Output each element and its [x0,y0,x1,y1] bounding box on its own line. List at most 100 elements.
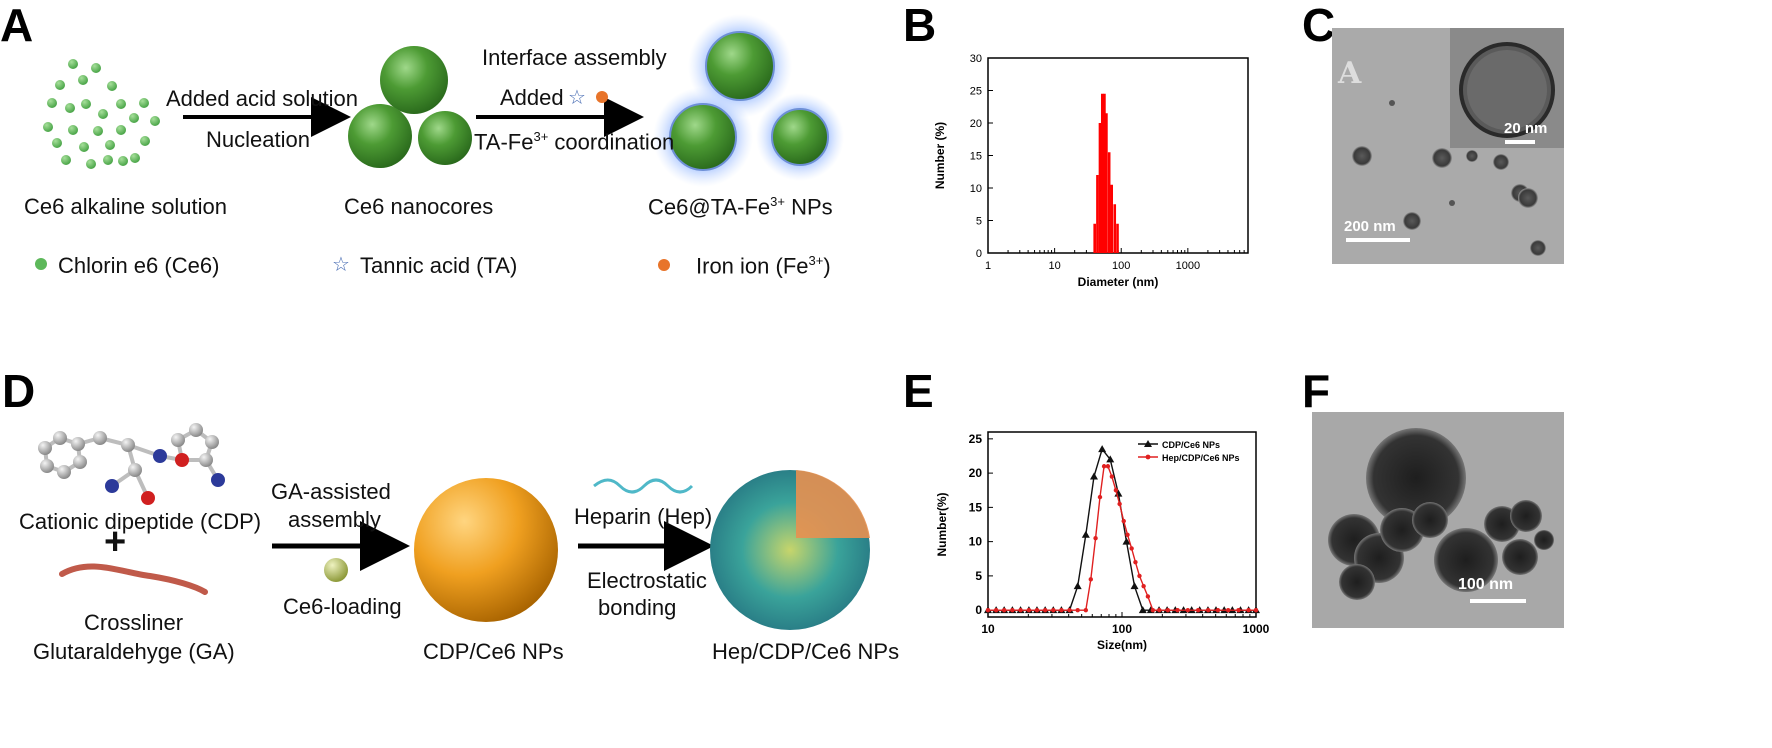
chart-e-point [1133,559,1138,565]
chart-e-point [1018,607,1023,613]
panel-label-f: F [1302,365,1331,417]
legend-ta-label: Tannic acid (TA) [360,253,518,278]
tem-f-scale: 100 nm [1458,576,1514,593]
ce6-loading-label: Ce6-loading [283,594,402,619]
hep-cdp-ce6-np-label: Hep/CDP/Ce6 NPs [712,639,900,664]
cdp-ce6-np [414,478,558,622]
chart-e-point [1098,445,1107,453]
chart-e-point [1141,583,1146,589]
panel-label-e: E [903,365,934,417]
legend-ta-star-icon: ☆ [332,254,350,276]
chart-b-bar [1113,204,1117,253]
heparin-wave [593,478,694,494]
chart-e-ytick-label: 25 [969,432,983,446]
chart-e-ylabel: Number(%) [935,492,949,556]
scheme-a-graphics: ☆ ☆ [35,14,844,276]
chart-e-point [1034,607,1040,613]
chart-e-series-line [988,447,1256,611]
chart-e-point [1121,518,1126,524]
cdp-ce6-np-label: CDP/Ce6 NPs [423,639,564,664]
chart-e-point [1081,530,1090,538]
chart-e-point [1129,546,1134,551]
chart-b-ytick-label: 0 [976,248,982,260]
chart-e-point [1106,455,1115,463]
chart-b-ytick-label: 15 [970,151,982,163]
chart-b-ytick-label: 10 [970,183,982,195]
chart-e-point [1130,582,1139,590]
chart-e-point [1195,607,1201,613]
panel-label-a: A [0,0,34,51]
label-ce6-alkaline: Ce6 alkaline solution [24,194,228,219]
scheme-d-graphics [38,423,870,630]
ga-assisted-label: GA-assisted [271,479,391,504]
step1-top-label: Added acid solution [166,86,359,111]
chart-e-point [1093,536,1098,541]
chart-b-bar [1105,113,1108,253]
chart-b-ytick-label: 5 [976,216,982,228]
tem-image-f: 100 nm [1312,412,1564,628]
chart-e-point [1225,607,1231,613]
crosslinker-label-1: Crossliner [84,610,184,635]
chart-b-bar [1107,152,1111,253]
chart-e-ytick-label: 0 [975,603,982,617]
chart-e-point [1122,537,1131,545]
chart-e-legend-marker [1144,440,1152,447]
chart-b-ytick-label: 25 [970,86,982,98]
chart-e-size-distribution: 0 5 10 15 20 25 10 100 1000 CDP/Ce6 NPs Hep/CDP/Ce… [935,431,1270,652]
chart-e-xtick-label: 10 [981,622,995,636]
chart-e-point [985,607,991,613]
tem-c-scale-inset: 20 nm [1504,120,1548,137]
bonding-label: bonding [598,595,677,620]
step1-bottom-label: Nucleation [206,127,310,152]
chart-e-point [1117,501,1122,507]
chart-e-point [1075,607,1080,613]
chart-b-xlabel: Diameter (nm) [1078,275,1159,289]
legend-fe-dot-icon [658,259,670,271]
electrostatic-label: Electrostatic [587,568,707,593]
chart-e-point [1088,577,1093,582]
chart-e-legend-label: CDP/Ce6 NPs [1162,440,1220,450]
chart-e-point [1089,472,1098,480]
chart-e-legend-label: Hep/CDP/Ce6 NPs [1162,453,1240,463]
chart-e-point [1101,464,1107,469]
chart-e-legend-marker [1145,454,1151,460]
cdp-atoms [38,423,225,505]
heparin-label: Heparin (Hep) [574,504,713,529]
chart-e-point [1114,489,1123,497]
chart-e-xtick-label: 100 [1112,622,1132,636]
chart-e-point [1165,607,1171,613]
chart-b-ytick-label: 30 [970,53,982,65]
chart-b-xtick-label: 10 [1048,260,1060,272]
panel-label-d: D [2,365,36,417]
tem-c-inset-letter: A [1338,56,1362,91]
label-ce6-nanocores: Ce6 nanocores [344,194,494,219]
chart-e-point [1206,607,1211,613]
chart-e-point [1145,594,1151,599]
chart-b-bar [1103,93,1106,253]
chart-e-point [1150,607,1156,613]
chart-e-ytick-label: 15 [969,500,983,514]
chart-e-ytick-label: 5 [975,569,982,583]
chart-e-point [1157,607,1162,613]
chart-e-xlabel: Size(nm) [1097,638,1147,652]
panel-label-b: B [903,0,937,51]
chart-e-point [1026,607,1032,613]
chart-b-size-distribution: 0 5 10 15 20 25 30 1 10 100 1000 Diameter (nm) Numbe… [933,53,1249,289]
chart-e-point [1185,607,1191,613]
chart-e-ytick-label: 20 [969,466,983,480]
chart-e-point [993,607,999,613]
ce6-loading-bead [324,558,348,582]
tem-c-scale-main: 200 nm [1344,218,1396,235]
chart-b-bar [1098,123,1102,253]
fe-dot-icon [596,91,608,103]
chart-e-point [1253,607,1259,613]
ta-star-icon: ☆ [568,87,586,109]
chart-b-bar [1110,184,1113,253]
chart-e-series-line [988,465,1256,611]
chart-e-point [1125,532,1130,537]
tem-image-c: A 20 nm 200 nm [1332,28,1564,264]
chart-e-ytick-label: 10 [969,535,983,549]
chart-e-point [1059,607,1064,613]
step2-top-label: Interface assembly [482,45,667,70]
chart-e-point [1246,607,1251,613]
